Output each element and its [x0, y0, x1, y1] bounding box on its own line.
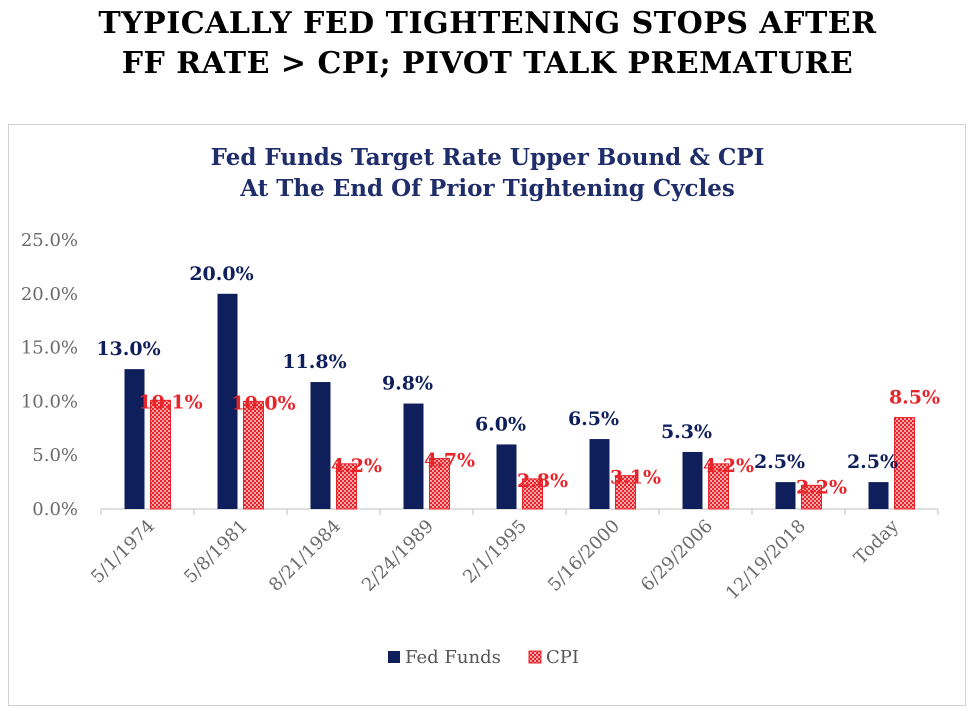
bar-fed-funds: [403, 403, 424, 509]
chart-title-line-2: At The End Of Prior Tightening Cycles: [240, 175, 735, 202]
bar-cpi: [522, 478, 543, 510]
y-tick-label: 5.0%: [32, 445, 78, 466]
data-label-cpi: 2.2%: [796, 476, 847, 498]
x-tick-label: 2/24/1989: [358, 516, 438, 596]
bar-fed-funds: [682, 451, 703, 509]
data-label-cpi: 4.2%: [703, 455, 754, 477]
bar-layer: [124, 293, 915, 510]
x-tick-label: Today: [850, 515, 904, 569]
y-tick-label: 0.0%: [32, 499, 78, 520]
bar-fed-funds: [868, 482, 889, 509]
data-label-cpi: 3.1%: [610, 467, 661, 489]
bar-cpi: [336, 463, 357, 510]
y-tick-label: 20.0%: [21, 284, 78, 305]
headline-line-1: TYPICALLY FED TIGHTENING STOPS AFTER: [98, 6, 877, 41]
label-layer: 13.0% 10.1% 20.0% 10.0% 11.8% 4.2% 9.8% 4.7%6.0…: [96, 263, 940, 499]
bar-fed-funds: [589, 439, 610, 509]
bar-fed-funds: [124, 369, 145, 509]
x-tick-label: 5/1/1974: [87, 516, 159, 588]
legend-swatch-cpi: [528, 650, 542, 664]
bar-cpi: [801, 484, 822, 510]
data-label-fed-funds: 11.8%: [282, 351, 346, 373]
bar-fed-funds: [496, 444, 517, 509]
y-tick-label: 10.0%: [21, 391, 78, 412]
data-label-fed-funds: 9.8%: [382, 373, 433, 395]
data-label-cpi: 8.5%: [889, 387, 940, 409]
bar-fed-funds: [775, 482, 796, 509]
bar-cpi: [708, 463, 729, 510]
headline: TYPICALLY FED TIGHTENING STOPS AFTER FF …: [0, 4, 975, 84]
bar-cpi: [615, 475, 636, 510]
legend-label-cpi: CPI: [546, 647, 579, 668]
data-label-fed-funds: 5.3%: [661, 421, 712, 443]
data-label-cpi: 10.1%: [138, 391, 202, 413]
bar-cpi: [429, 457, 450, 510]
headline-line-2: FF RATE > CPI; PIVOT TALK PREMATURE: [121, 46, 854, 81]
bar-cpi: [243, 400, 264, 510]
legend-swatch-fed-funds: [388, 651, 400, 663]
data-label-fed-funds: 2.5%: [754, 451, 805, 473]
y-tick-label: 25.0%: [21, 230, 78, 251]
legend-label-fed-funds: Fed Funds: [405, 647, 501, 668]
chart-title: Fed Funds Target Rate Upper Bound & CPI …: [0, 142, 975, 204]
legend: Fed Funds CPI: [388, 647, 579, 668]
bar-cpi: [894, 417, 915, 510]
data-label-fed-funds: 6.0%: [475, 413, 526, 435]
data-label-fed-funds: 13.0%: [96, 338, 160, 360]
x-tick-label: 8/21/1984: [265, 516, 345, 596]
bar-fed-funds: [310, 382, 331, 509]
data-label-fed-funds: 6.5%: [568, 408, 619, 430]
data-label-fed-funds: 20.0%: [189, 263, 253, 285]
data-label-cpi: 4.2%: [331, 455, 382, 477]
bar-cpi: [150, 399, 171, 510]
data-label-cpi: 2.8%: [517, 470, 568, 492]
data-label-fed-funds: 2.5%: [847, 451, 898, 473]
data-label-cpi: 10.0%: [231, 392, 295, 414]
y-tick-label: 15.0%: [21, 338, 78, 359]
x-tick-label: 6/29/2006: [637, 516, 717, 596]
chart-title-line-1: Fed Funds Target Rate Upper Bound & CPI: [210, 144, 765, 171]
x-tick-label: 2/1/1995: [459, 516, 531, 588]
x-tick-label: 5/16/2000: [544, 516, 624, 596]
x-tick-label: 5/8/1981: [180, 516, 252, 588]
data-label-cpi: 4.7%: [424, 449, 475, 471]
bar-fed-funds: [217, 293, 238, 509]
x-tick-label: 12/19/2018: [722, 516, 810, 604]
